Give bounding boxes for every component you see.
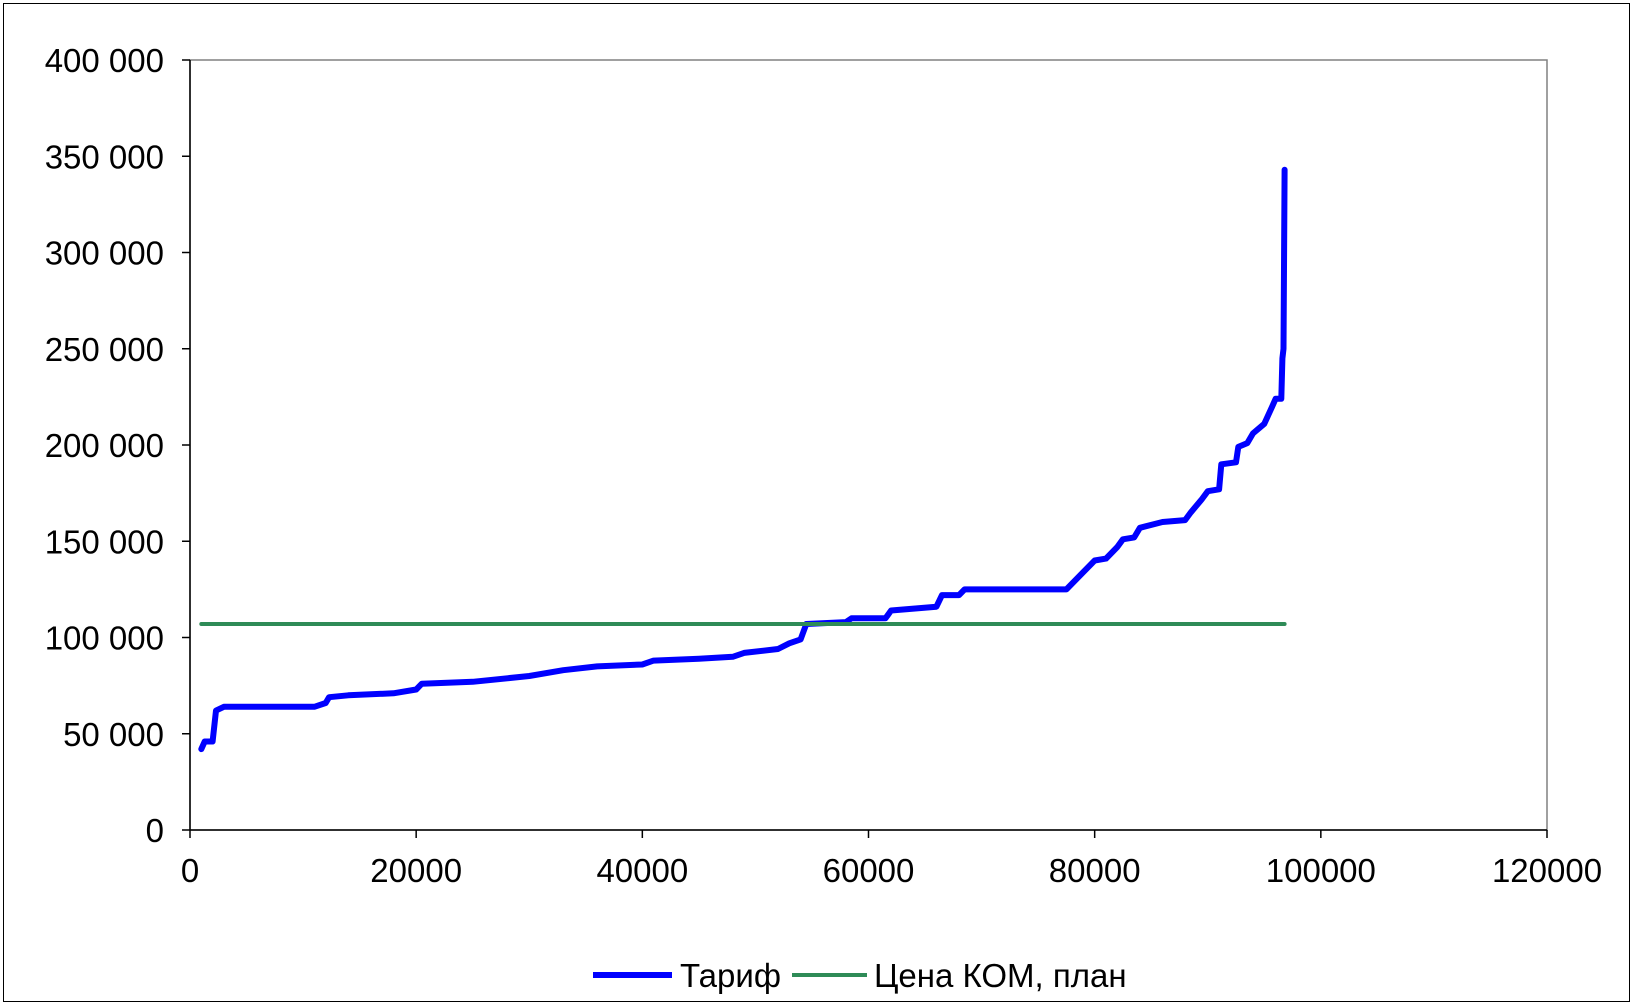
y-tick-label: 350 000 [45,138,164,175]
y-tick-label: 0 [146,812,164,849]
legend-label-2: Цена КОМ, план [874,957,1127,994]
x-tick-label: 120000 [1492,852,1602,889]
y-tick-label: 250 000 [45,331,164,368]
x-tick-label: 40000 [596,852,688,889]
y-tick-label: 50 000 [63,716,164,753]
y-tick-label: 300 000 [45,235,164,272]
series-group [198,166,1288,753]
x-tick-label: 80000 [1049,852,1141,889]
series-line-1 [198,166,1288,753]
y-tick-label: 200 000 [45,427,164,464]
y-tick-label: 100 000 [45,620,164,657]
x-tick-label: 0 [181,852,199,889]
plot-area [189,59,1548,831]
x-tick-label: 20000 [370,852,462,889]
axes: 0 50 000 100 000 150 000 200 000 250 000 300 0… [45,42,1602,889]
x-tick-label: 100000 [1266,852,1376,889]
y-tick-label: 150 000 [45,523,164,560]
y-tick-label: 400 000 [45,42,164,79]
legend: Тариф Цена КОМ, план [593,957,1127,994]
legend-label-1: Тариф [680,957,781,994]
x-tick-label: 60000 [823,852,915,889]
